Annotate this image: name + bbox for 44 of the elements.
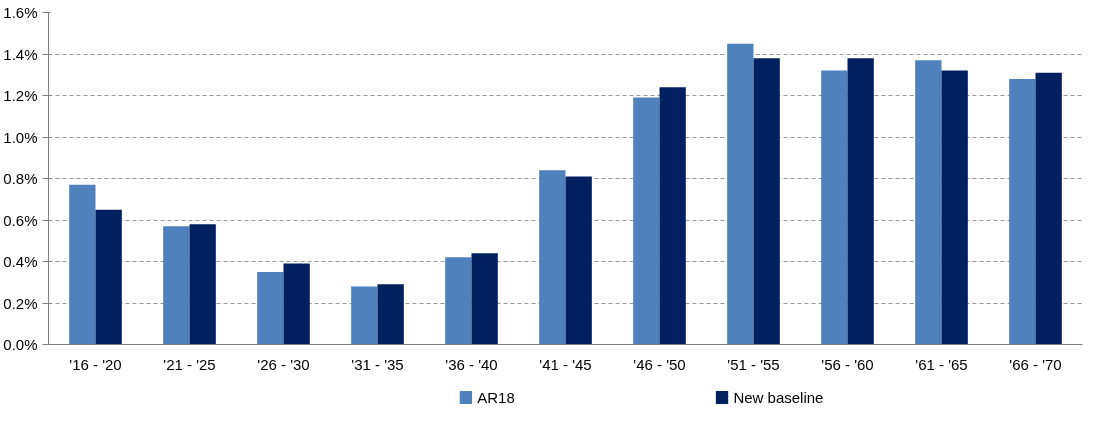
y-tick-label: 1.2% [3, 87, 38, 104]
x-tick-label: '41 - '45 [539, 355, 592, 373]
bar [445, 257, 472, 345]
bar [283, 263, 310, 345]
x-tick-label: '16 - '20 [69, 355, 122, 373]
y-tick-label: 1.6% [3, 4, 38, 21]
x-tick-label: '56 - '60 [821, 355, 874, 373]
bar [659, 87, 686, 345]
bar [821, 70, 848, 345]
bar [847, 58, 874, 345]
bar [565, 176, 592, 345]
y-tick-label: 0.6% [3, 211, 38, 229]
bar [189, 224, 216, 345]
y-tick-label: 1.0% [3, 128, 38, 146]
legend-label: AR18 [477, 389, 515, 406]
bar [95, 209, 122, 345]
bar [1035, 72, 1062, 345]
bar [727, 43, 754, 345]
y-tick-label: 0.4% [3, 253, 38, 270]
bar [1009, 78, 1036, 345]
bar [753, 58, 780, 345]
x-tick-label: '36 - '40 [445, 355, 498, 373]
bar [539, 170, 566, 345]
bar [471, 253, 498, 345]
x-tick-label: '51 - '55 [727, 355, 780, 373]
bar [69, 184, 96, 345]
x-tick-label: '31 - '35 [351, 355, 404, 373]
y-tick-label: 0.8% [3, 170, 38, 187]
bar [351, 286, 378, 345]
x-tick-label: '46 - '50 [633, 355, 686, 373]
y-tick-label: 0.2% [3, 294, 38, 312]
x-tick-label: '26 - '30 [257, 355, 310, 373]
x-tick-label: '21 - '25 [163, 355, 216, 373]
x-tick-label: '61 - '65 [915, 355, 968, 373]
bar [941, 70, 968, 345]
bar [257, 271, 284, 345]
bar [163, 226, 190, 345]
y-tick-label: 1.4% [3, 45, 38, 63]
x-tick-label: '66 - '70 [1009, 355, 1062, 373]
bar [377, 284, 404, 345]
bar [633, 97, 660, 345]
legend-label: New baseline [733, 389, 824, 406]
y-tick-label: 0.0% [3, 336, 38, 353]
bar [915, 60, 942, 345]
